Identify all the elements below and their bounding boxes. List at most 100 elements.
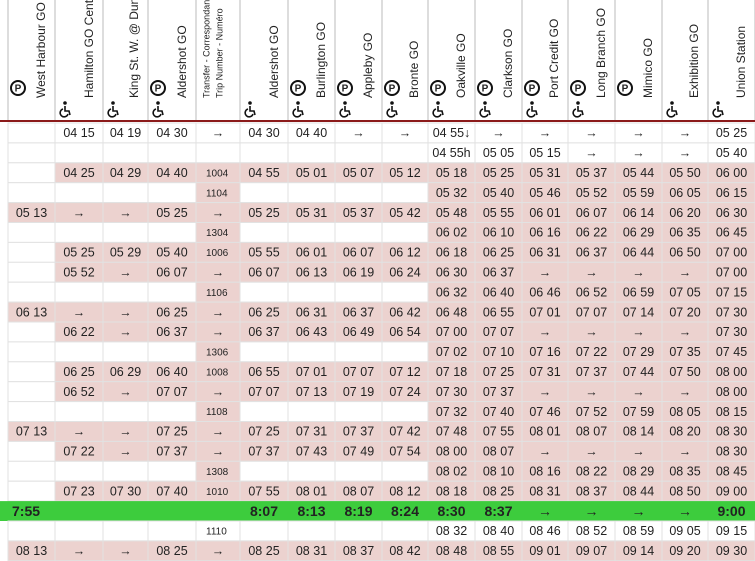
cell-text: 05 52: [576, 186, 607, 200]
cell-text: 07 25: [483, 365, 514, 379]
cell: [102, 460, 149, 482]
cell: [54, 222, 104, 243]
cell-text: →: [585, 126, 598, 140]
cell-text: 05 32: [436, 186, 467, 200]
cell-text: 07 00: [716, 246, 747, 260]
cell-text: 07 02: [436, 345, 467, 359]
cell-text: 05 55: [483, 206, 514, 220]
icon-head: [156, 101, 160, 105]
cell-text: 06 52: [63, 385, 94, 399]
cell-text: 05 12: [389, 166, 420, 180]
cell-text: 04 25: [63, 166, 94, 180]
cell-text: 06 48: [436, 305, 467, 319]
cell: [54, 341, 104, 363]
cell-text: 06 25: [63, 365, 94, 379]
cell: [147, 460, 197, 482]
column-label: Appleby GO: [361, 33, 375, 98]
icon-body: [386, 106, 398, 118]
cell-text: 05 29: [110, 246, 141, 260]
cell-text: 06 55: [483, 305, 514, 319]
cell-text: →: [679, 266, 692, 280]
row-highlight: [0, 501, 755, 521]
cell: [147, 401, 197, 423]
parking-icon-label: P: [575, 84, 582, 95]
cell-text: →: [679, 325, 692, 339]
cell-text: 05 25: [63, 246, 94, 260]
cell: [54, 401, 104, 423]
cell-text: →: [212, 266, 225, 280]
cell-text: 09 14: [623, 544, 654, 558]
cell-text: 06 37: [343, 305, 374, 319]
icon-body: [572, 106, 584, 118]
cell: [7, 381, 56, 403]
cell-text: 08 14: [623, 425, 654, 439]
cell: [287, 222, 336, 243]
icon-body: [244, 106, 256, 118]
cell-text: 07 24: [389, 385, 420, 399]
cell: [7, 261, 56, 283]
cell: [102, 281, 149, 303]
parking-icon: [384, 80, 400, 96]
cell-text: 05 50: [669, 166, 700, 180]
cell: [7, 281, 56, 303]
cell-text: 06 18: [436, 246, 467, 260]
column-label: West Harbour GO: [34, 2, 48, 98]
icon-head: [248, 101, 252, 105]
cell-text: 07 25: [156, 425, 187, 439]
cell-text: →: [632, 325, 645, 339]
cell-text: 07 37: [576, 365, 607, 379]
cell: [7, 222, 56, 243]
cell: [239, 460, 289, 482]
cell-text: 05 25: [716, 126, 747, 140]
cell-text: 06 07: [156, 266, 187, 280]
cell-text: 08 31: [529, 484, 560, 498]
cell-text: 05 15: [529, 146, 560, 160]
cell-text: 06 01: [296, 246, 327, 260]
cell: [102, 142, 149, 164]
cell-text: 06 29: [623, 226, 654, 240]
cell: [239, 341, 289, 363]
cell-text: 1306: [206, 347, 229, 358]
cell: [147, 182, 197, 204]
cell-text: 04 55: [248, 166, 279, 180]
cell-text: 07 20: [669, 305, 700, 319]
cell-text: 07 07: [248, 385, 279, 399]
cell-text: 1006: [206, 248, 229, 259]
cell-text: 08 48: [436, 544, 467, 558]
cell-text: 06 13: [296, 266, 327, 280]
cell-text: 08 13: [16, 544, 47, 558]
cell: [239, 520, 289, 542]
cell-text: 08 07: [483, 445, 514, 459]
cell: [147, 222, 197, 243]
cell: [239, 401, 289, 423]
cell: [147, 281, 197, 303]
column-label: Long Branch GO: [594, 8, 608, 98]
parking-icon: [150, 80, 166, 96]
cell-text: 06 07: [343, 246, 374, 260]
cell-text: 08 59: [623, 524, 654, 538]
cell-text: 06 14: [623, 206, 654, 220]
cell-text: 07 50: [669, 365, 700, 379]
column-label: Clarkson GO: [501, 29, 515, 98]
cell-text: 05 52: [63, 266, 94, 280]
cell: [7, 162, 56, 184]
cell-text: →: [632, 146, 645, 160]
cell-text: 08 15: [716, 405, 747, 419]
cell-text: 05 40: [483, 186, 514, 200]
cell-text: →: [585, 146, 598, 160]
cell-text: 9:00: [717, 503, 745, 519]
cell-text: 04 30: [156, 126, 187, 140]
parking-icon-label: P: [15, 84, 22, 95]
cell-text: →: [492, 126, 505, 140]
cell-text: 08 25: [483, 484, 514, 498]
cell-text: 06 01: [529, 206, 560, 220]
cell-text: 7:55: [12, 503, 40, 519]
cell-text: 05 25: [156, 206, 187, 220]
cell-text: 05 07: [343, 166, 374, 180]
cell: [287, 401, 336, 423]
cell: [7, 321, 56, 343]
cell-text: 06 24: [389, 266, 420, 280]
cell-text: →: [585, 325, 598, 339]
cell-text: 07 43: [296, 445, 327, 459]
